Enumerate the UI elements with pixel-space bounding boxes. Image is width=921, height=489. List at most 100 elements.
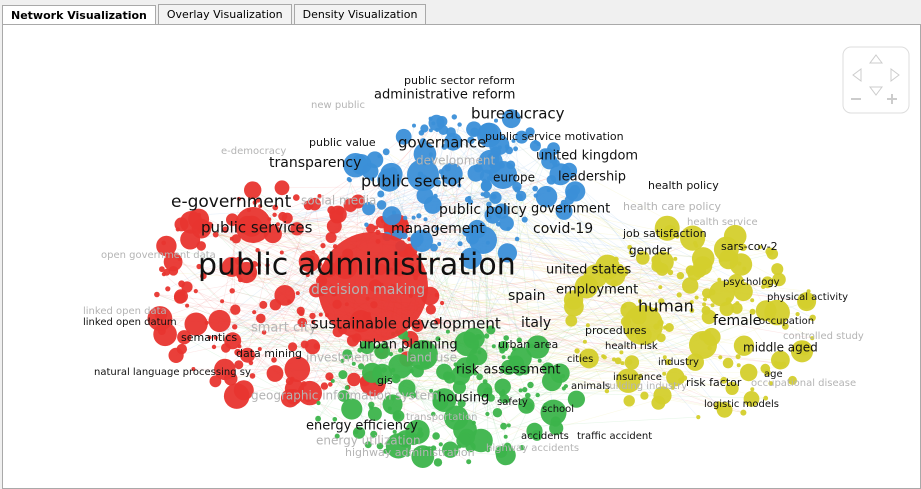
node-bubble	[501, 355, 506, 360]
node-bubble	[272, 212, 277, 217]
node-label: europe	[493, 171, 535, 185]
link	[447, 168, 604, 357]
node-label: public sector reform	[404, 74, 515, 87]
node-label: transparency	[269, 155, 361, 171]
node-label: social media	[301, 194, 376, 208]
node-bubble	[392, 210, 396, 215]
link	[263, 122, 437, 306]
node-bubble	[372, 363, 393, 384]
node-bubble	[771, 263, 784, 276]
link	[199, 231, 704, 337]
node-bubble	[482, 379, 488, 384]
node-bubble	[676, 272, 685, 280]
node-bubble	[342, 349, 353, 360]
node-bubble	[546, 188, 551, 193]
node-bubble	[196, 241, 206, 251]
node-label: industry	[658, 357, 699, 368]
node-bubble	[374, 225, 379, 230]
node-bubble	[382, 394, 403, 415]
node-label: health risk	[605, 341, 658, 352]
node-bubble	[521, 216, 528, 223]
node-bubble	[432, 432, 440, 440]
node-bubble	[725, 297, 732, 303]
node-label: insurance	[613, 372, 662, 383]
node-label: highway accidents	[486, 443, 579, 454]
link	[273, 344, 305, 361]
node-bubble	[362, 202, 376, 216]
node-bubble	[328, 382, 333, 387]
node-label: smart city	[251, 321, 317, 336]
node-bubble	[740, 409, 747, 416]
tab[interactable]: Density Visualization	[293, 4, 427, 24]
node-bubble	[533, 139, 538, 144]
navigation-control[interactable]	[842, 46, 910, 114]
link	[474, 185, 487, 352]
node-bubble	[505, 398, 510, 403]
node-bubble	[761, 284, 766, 289]
node-bubble	[478, 122, 499, 143]
node-bubble	[723, 224, 747, 248]
node-bubble	[154, 291, 160, 298]
link	[516, 197, 520, 239]
node-bubble	[220, 299, 225, 304]
node-bubble	[549, 421, 564, 436]
node-bubble	[494, 378, 511, 395]
link	[405, 217, 622, 353]
link	[269, 219, 729, 260]
link	[459, 185, 640, 318]
node-label: public sector	[361, 172, 464, 191]
node-label: health service	[687, 217, 758, 228]
node-bubble	[610, 279, 618, 287]
node-bubble	[255, 313, 266, 324]
node-bubble	[396, 430, 414, 448]
nav-arrows[interactable]	[852, 54, 900, 96]
node-bubble	[790, 340, 814, 363]
node-bubble	[411, 215, 416, 220]
node-label: transportation	[406, 412, 478, 423]
node-label: bureaucracy	[471, 105, 565, 123]
node-bubble	[236, 349, 241, 354]
node-label: health policy	[648, 179, 719, 192]
node-label: geographic information system	[251, 389, 439, 403]
tab[interactable]: Network Visualization	[2, 5, 156, 25]
node-bubble	[702, 297, 708, 302]
tab[interactable]: Overlay Visualization	[157, 4, 292, 24]
link	[421, 240, 488, 415]
link	[430, 154, 546, 392]
node-bubble	[506, 423, 511, 428]
node-bubble	[491, 344, 496, 349]
node-bubble	[676, 292, 682, 298]
link	[357, 201, 738, 309]
node-label: leadership	[558, 170, 626, 185]
node-bubble	[408, 340, 438, 370]
node-bubble	[425, 304, 436, 315]
node-bubble	[689, 331, 717, 359]
node-bubble	[367, 406, 382, 421]
node-label: governance	[398, 134, 486, 152]
node-bubble	[555, 202, 573, 220]
node-bubble	[222, 226, 229, 233]
node-bubble	[237, 196, 241, 201]
node-bubble	[675, 234, 680, 239]
node-bubble	[620, 361, 625, 366]
zoom-buttons[interactable]	[851, 94, 897, 104]
node-bubble	[725, 381, 739, 395]
node-bubble	[340, 358, 345, 363]
node-bubble	[212, 231, 219, 238]
link	[425, 173, 477, 363]
node-label: cities	[567, 354, 593, 365]
node-label: land use	[406, 351, 457, 365]
node-bubble	[407, 159, 439, 191]
node-label: health care policy	[623, 200, 722, 213]
node-bubble	[471, 420, 476, 425]
link	[519, 358, 589, 370]
node-bubble	[310, 319, 316, 325]
node-bubble	[330, 379, 335, 383]
node-bubble	[506, 226, 511, 231]
node-bubble	[423, 217, 428, 222]
link	[418, 215, 472, 259]
node-bubble	[543, 402, 548, 407]
node-bubble	[364, 222, 369, 227]
node-label: animals	[571, 381, 610, 392]
node-label: energy utilization	[316, 434, 421, 448]
